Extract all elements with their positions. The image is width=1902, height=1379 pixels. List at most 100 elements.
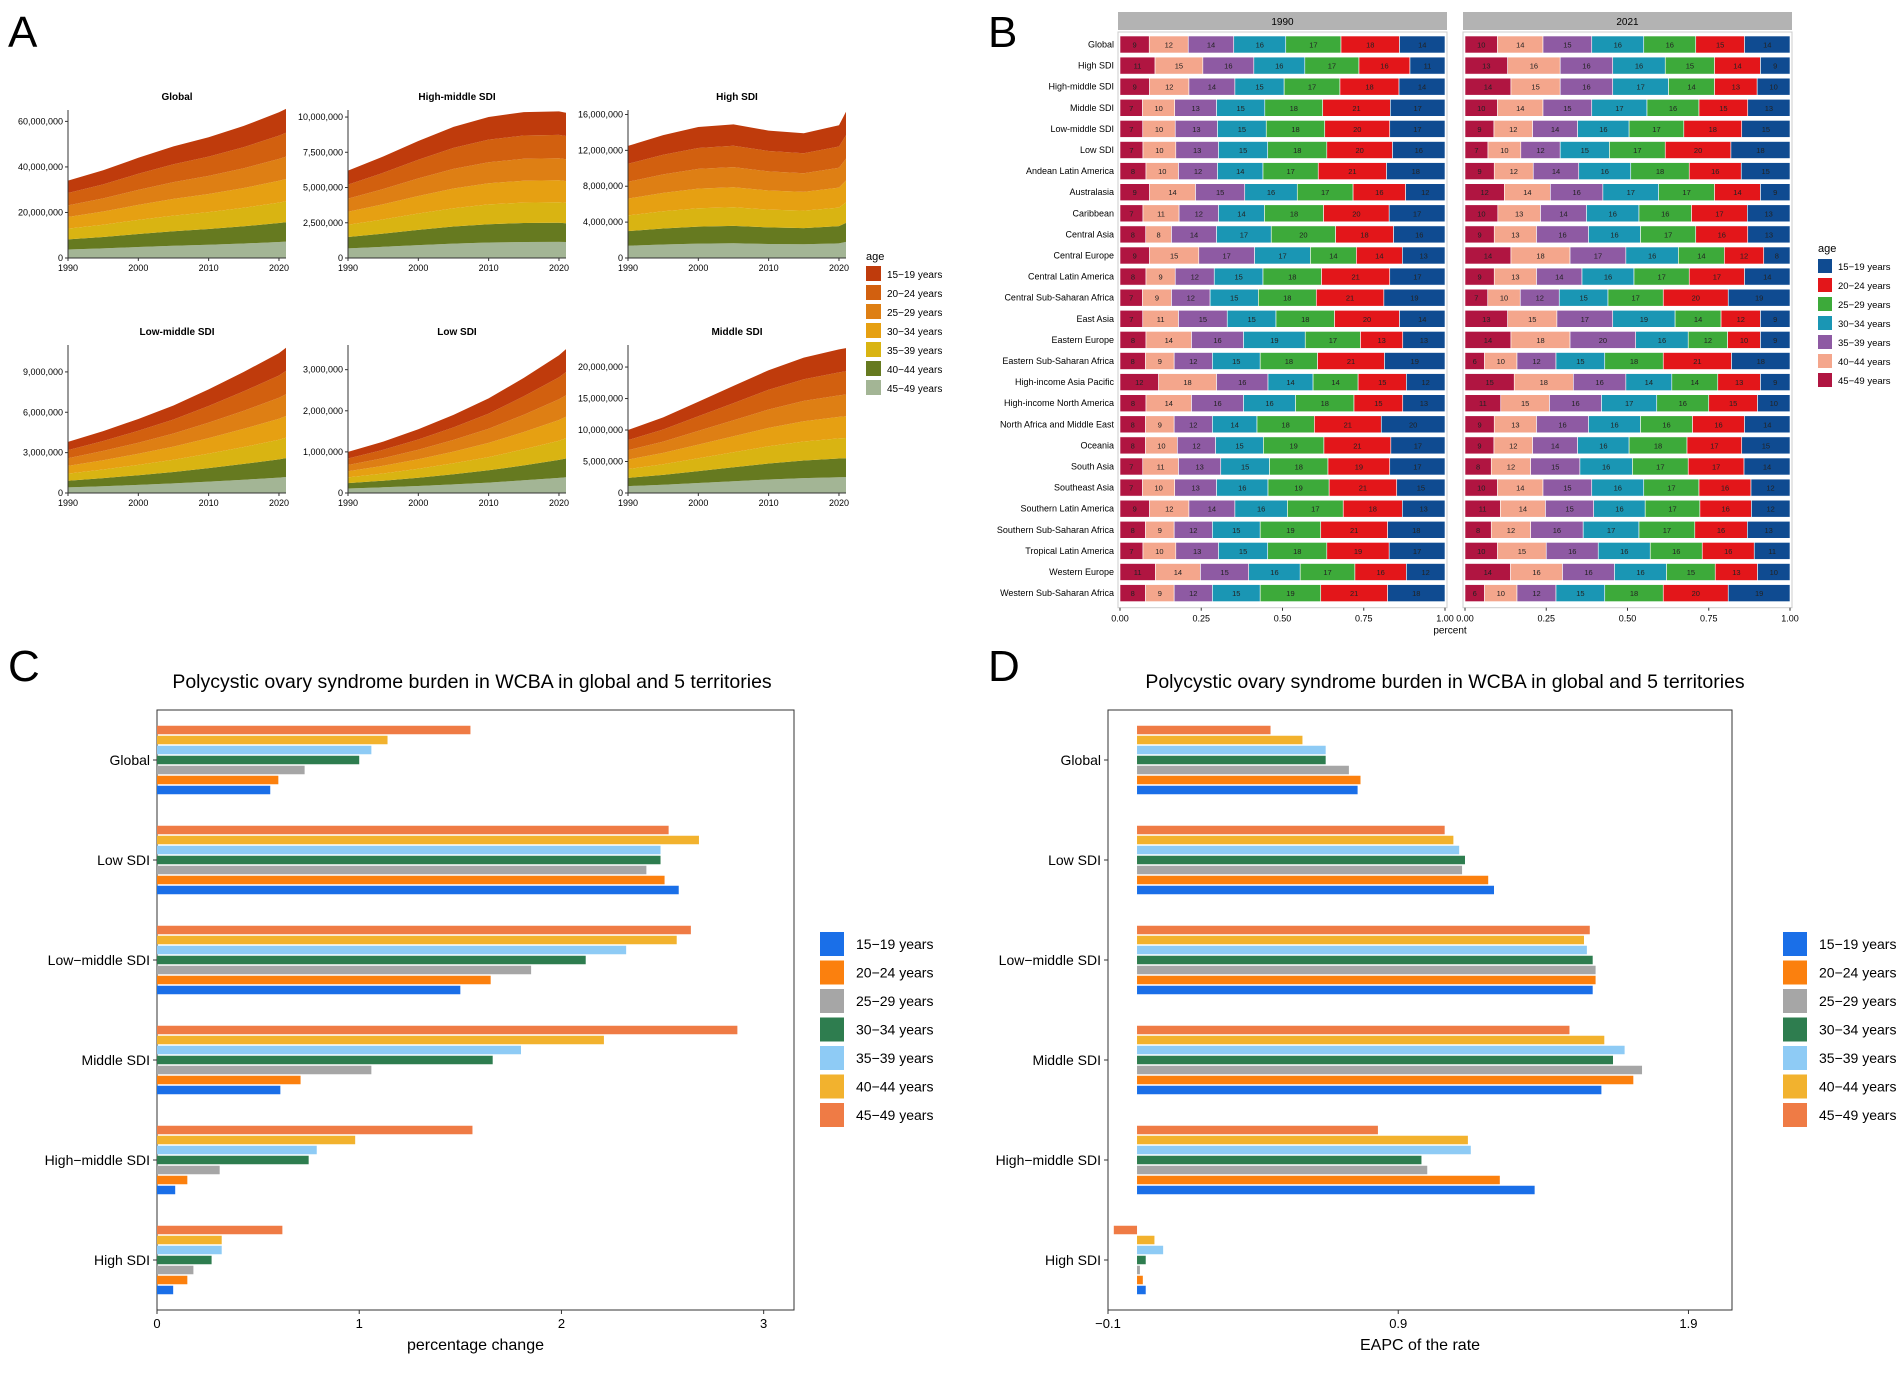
bar-segment-label: 9 [1773,336,1777,345]
bar-low-middle-sdi-20-24-years [1137,975,1596,985]
bar-middle-sdi-30-34-years [157,1055,493,1065]
y-tick-label: 20,000,000 [578,362,623,372]
bar-low-middle-sdi-15-19-years [157,985,461,995]
bar-high-sdi-30-34-years [157,1255,212,1265]
bar-segment-label: 12 [1195,209,1203,218]
bar-segment-label: 10 [1154,484,1162,493]
x-tick-label: 0.00 [1111,614,1129,624]
x-tick-label: 2000 [688,498,708,508]
legend-label-30-34-years: 30−34 years [887,327,942,338]
bar-segment-high-middle-sdi-15-19 [1398,77,1446,96]
category-label-low-sdi: Low SDI [1048,852,1101,868]
x-tick-label: 1990 [338,498,358,508]
area-layer-20-24-years [68,132,286,206]
area-layer-45-49-years [348,477,566,493]
bar-global-40-44-years [157,735,388,745]
area-layer-35-39-years [348,438,566,484]
bar-segment-label: 15 [1729,399,1737,408]
bar-segment-label: 7 [1129,315,1133,324]
legend-label-20-24-years: 20−24 years [856,965,933,981]
bar-middle-sdi-40-44-years [1137,1035,1605,1045]
chart-title: Polycystic ovary syndrome burden in WCBA… [172,671,772,693]
legend-swatch-40-44-years [820,1074,844,1099]
category-label-low-middle-sdi: Low−middle SDI [48,952,150,968]
bar-segment-label: 17 [1615,104,1623,113]
bar-segment-label: 14 [1484,568,1492,577]
bar-high-sdi-40-44-years [157,1235,222,1245]
x-tick-label: 2020 [549,498,569,508]
bar-segment-label: 21 [1350,526,1358,535]
bar-segment-label: 16 [1568,547,1576,556]
bar-middle-sdi-25-29-years [157,1065,372,1075]
region-label-western-europe: Western Europe [1049,567,1114,577]
bar-segment-label: 9 [1133,41,1137,50]
bar-high-sdi-15-19-years [157,1285,174,1295]
bar-segment-label: 10 [1477,209,1485,218]
bar-segment-label: 16 [1620,547,1628,556]
bar-segment-label: 15 [1528,315,1536,324]
bar-segment-label: 16 [1614,41,1622,50]
bar-segment-label: 17 [1625,399,1633,408]
legend-label-40-44-years: 40−44 years [887,365,942,376]
bar-segment-label: 20 [1363,315,1371,324]
bar-segment-label: 20 [1355,146,1363,155]
bar-segment-label: 14 [1733,188,1741,197]
bar-segment-central-asia-15-19 [1747,225,1791,244]
bar-segment-label: 16 [1602,463,1610,472]
region-label-central-asia: Central Asia [1065,229,1114,239]
bar-segment-label: 17 [1668,505,1676,514]
area-panel-low-middle-sdi: Low-middle SDI 0 3,000,000 6,000,000 9,000,0… [23,327,289,508]
legend-swatch-35-39-years [1783,1046,1807,1070]
panel-label-b: B [988,8,1018,57]
category-label-high-middle-sdi: High−middle SDI [45,1152,150,1168]
legend-title: age [1818,243,1836,255]
bar-segment-label: 9 [1773,315,1777,324]
bar-middle-sdi-35-39-years [157,1045,521,1055]
bar-segment-label: 17 [1594,252,1602,261]
bar-segment-label: 16 [1595,378,1603,387]
area-layer-30-34-years [68,179,286,229]
bar-segment-southern-sub-saharan-africa-15-19 [1747,520,1791,539]
bar-segment-label: 10 [1158,167,1166,176]
bar-segment-label: 13 [1732,83,1740,92]
bar-segment-label: 14 [1516,41,1524,50]
bar-segment-label: 16 [1610,230,1618,239]
bar-segment-label: 12 [1536,146,1544,155]
bar-segment-label: 13 [1192,125,1200,134]
bar-low-middle-sdi-15-19-years [1137,985,1593,995]
area-panel-high-middle-sdi: High-middle SDI 0 2,500,000 5,000,000 7,500,… [298,92,569,273]
x-axis-title: EAPC of the rate [1360,1337,1480,1354]
bar-segment-label: 13 [1511,273,1519,282]
region-label-central-europe: Central Europe [1053,251,1114,261]
bar-segment-label: 15 [1239,146,1247,155]
bar-segment-label: 15 [1563,104,1571,113]
x-tick-label: 3 [760,1316,767,1331]
bar-segment-label: 14 [1516,484,1524,493]
bar-global-25-29-years [157,765,305,775]
bar-segment-label: 7 [1129,146,1133,155]
plot-border [1107,709,1733,1311]
bar-segment-label: 12 [1192,441,1200,450]
bar-segment-label: 14 [1551,125,1559,134]
bar-middle-sdi-40-44-years [157,1035,604,1045]
bar-segment-label: 19 [1640,315,1648,324]
legend-swatch-30-34-years [1783,1017,1807,1042]
bar-segment-label: 18 [1656,167,1664,176]
bar-segment-label: 10 [1154,104,1162,113]
bar-high-sdi-20-24-years [157,1275,188,1285]
legend-swatch-40-44-years [1783,1074,1807,1099]
bar-high-sdi-15-19-years [1137,1285,1146,1295]
bar-segment-label: 17 [1278,252,1286,261]
bar-segment-label: 16 [1679,399,1687,408]
bar-segment-label: 14 [1484,83,1492,92]
bar-segment-label: 20 [1694,146,1702,155]
x-tick-label: 1.00 [1436,614,1454,624]
bar-segment-label: 9 [1158,589,1162,598]
bar-segment-label: 17 [1413,547,1421,556]
legend-label-15-19-years: 15−19 years [887,270,942,281]
x-tick-label: 0.50 [1619,614,1637,624]
x-tick-label: 1990 [618,263,638,273]
bar-segment-australasia-15-19 [1405,183,1446,201]
bar-segment-label: 17 [1328,62,1336,71]
